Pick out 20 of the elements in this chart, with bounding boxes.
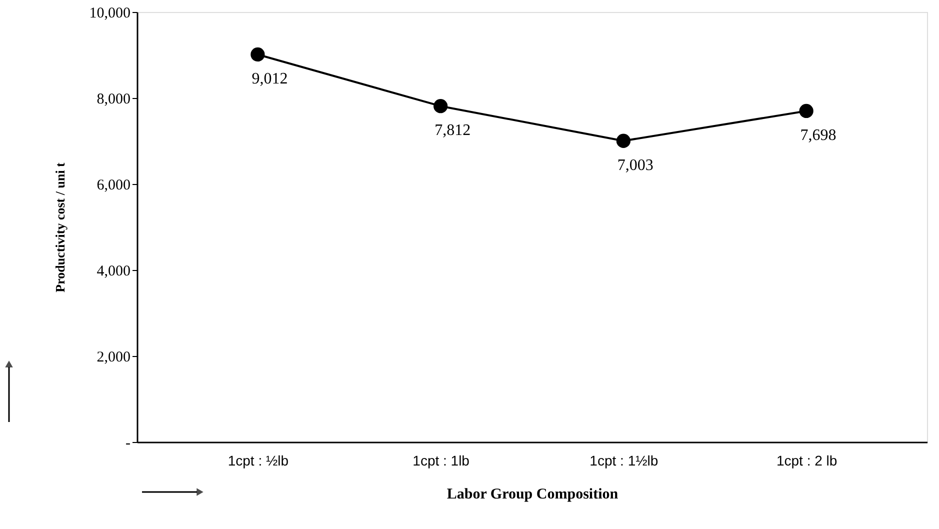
x-tick-label: 1cpt : 2 lb [776, 452, 838, 468]
y-tick-label: 6,000 [96, 178, 130, 194]
data-label: 7,698 [800, 126, 836, 144]
y-tick-label: - [126, 436, 130, 452]
y-axis-title: Productivity cost / uni t [52, 162, 68, 292]
data-label: 7,003 [617, 156, 654, 174]
point [250, 47, 265, 62]
point [433, 99, 448, 114]
point [799, 104, 814, 118]
data-label: 7,812 [434, 122, 471, 140]
y-tick-label: 10,000 [89, 6, 130, 22]
data-label: 9,012 [252, 70, 288, 88]
y-tick-label: 4,000 [96, 264, 130, 280]
x-tick-label: 1cpt : 1½lb [590, 452, 658, 468]
y-tick-label: 8,000 [96, 92, 130, 108]
x-axis-title: Labor Group Composition [446, 486, 619, 502]
x-tick-label: 1cpt : 1lb [412, 452, 470, 468]
x-tick-label: 1cpt : ½lb [228, 452, 289, 468]
y-tick-label: 2,000 [96, 350, 130, 366]
point [616, 134, 631, 148]
